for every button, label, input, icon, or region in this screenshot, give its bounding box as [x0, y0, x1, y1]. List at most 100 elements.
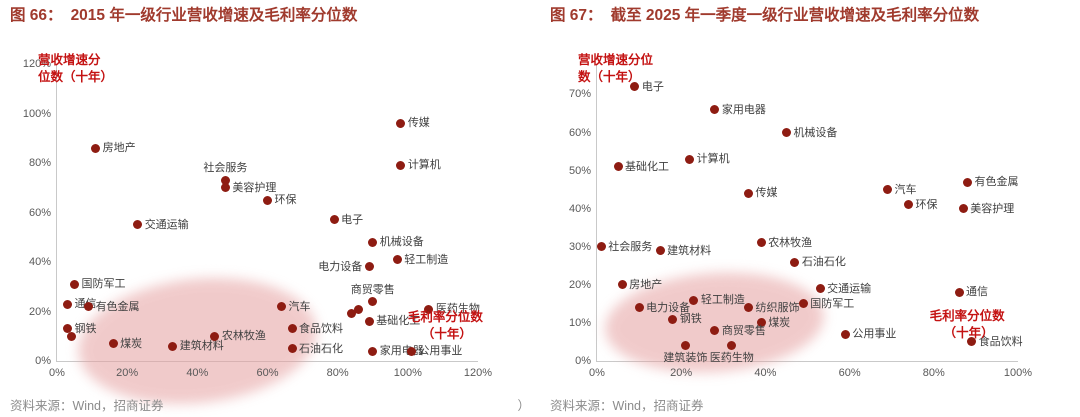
- data-point-label: 有色金属: [974, 176, 1019, 189]
- data-point-label: 煤炭: [768, 316, 791, 329]
- data-point-label: 电子: [341, 213, 364, 226]
- x-axis-tick-label: 60%: [838, 367, 861, 379]
- data-point-dot: [364, 316, 374, 326]
- y-axis-tick-label: 120%: [22, 58, 51, 70]
- data-point-label: 农林牧渔: [768, 236, 813, 249]
- data-point-dot: [368, 297, 378, 307]
- y-annotation-line: 营收增速分: [38, 53, 101, 67]
- data-point-label: 国防军工: [810, 297, 855, 310]
- x-annotation-line: 毛利率分位数: [929, 308, 1005, 323]
- data-point-dot: [882, 185, 892, 195]
- data-point-label: 纺织服饰: [755, 301, 800, 314]
- data-point-label: 建筑材料: [667, 244, 712, 257]
- data-point-dot: [668, 314, 678, 324]
- x-axis-tick-label: 0%: [49, 367, 65, 379]
- x-annotation-line: 毛利率分位数: [407, 310, 483, 325]
- data-point-dot: [840, 329, 850, 339]
- data-point-dot: [329, 215, 339, 225]
- data-point-dot: [680, 341, 690, 351]
- data-point-label: 汽车: [288, 300, 311, 313]
- y-axis-tick-label: 100%: [22, 107, 51, 120]
- data-point-label: 家用电器: [721, 103, 766, 116]
- data-point-dot: [347, 309, 357, 319]
- data-point-dot: [958, 204, 968, 214]
- data-point-label: 电力设备: [318, 260, 363, 273]
- data-point-dot: [634, 303, 644, 313]
- data-point-label: 公用事业: [852, 328, 897, 341]
- data-point-label: 机械设备: [379, 236, 424, 249]
- x-axis-annotation: 毛利率分位数 （十年）: [408, 309, 483, 343]
- data-point-dot: [368, 237, 378, 247]
- data-point-dot: [630, 82, 640, 92]
- x-axis-tick-label: 0%: [589, 367, 605, 379]
- x-axis-annotation: 毛利率分位数 （十年）: [930, 308, 1005, 342]
- data-point-label: 食品饮料: [978, 335, 1023, 348]
- data-point-label: 国防军工: [81, 278, 126, 291]
- y-axis-tick-label: 60%: [28, 206, 51, 219]
- y-axis-annotation: 营收增速分位数（十年）: [38, 52, 113, 86]
- x-axis-tick-label: 80%: [326, 367, 349, 379]
- source-text: 资料来源：Wind，招商证券: [10, 399, 164, 413]
- figure-66-number: 图 66：: [10, 7, 63, 24]
- data-point-label: 社会服务: [608, 240, 653, 253]
- data-point-label: 石油石化: [801, 256, 846, 268]
- x-axis-tick-label: 20%: [116, 367, 139, 379]
- data-point-label: 石油石化: [299, 342, 344, 355]
- x-axis-tick-label: 100%: [393, 367, 422, 379]
- data-point-dot: [798, 299, 808, 309]
- data-point-dot: [790, 257, 800, 267]
- data-point-label: 农林牧渔: [221, 330, 266, 343]
- data-point-label: 医药生物: [709, 351, 754, 364]
- data-point-label: 电力设备: [646, 301, 691, 314]
- data-point-dot: [967, 337, 977, 347]
- data-point-dot: [744, 188, 754, 198]
- x-axis-tick-label: 80%: [922, 367, 945, 379]
- data-point-dot: [904, 200, 914, 210]
- figure-66-source-row: 资料来源：Wind，招商证券 ）: [10, 395, 530, 414]
- data-point-label: 机械设备: [793, 126, 838, 139]
- x-annotation-line: （十年）: [943, 325, 994, 340]
- data-point-dot: [70, 279, 80, 289]
- data-point-label: 传媒: [755, 187, 778, 200]
- data-point-label: 钢铁: [74, 322, 97, 335]
- data-point-dot: [91, 143, 101, 153]
- data-point-dot: [220, 183, 230, 193]
- figure-67-title: 图 67： 截至 2025 年一季度一级行业营收增速及毛利率分位数: [550, 6, 1016, 50]
- data-point-dot: [613, 162, 623, 172]
- data-point-label: 房地产: [629, 278, 663, 291]
- data-point-dot: [277, 302, 287, 312]
- data-point-label: 美容护理: [232, 181, 277, 194]
- data-point-label: 基础化工: [376, 315, 421, 328]
- y-axis-tick-label: 70%: [568, 88, 591, 101]
- data-point-label: 煤炭: [120, 337, 143, 350]
- data-point-dot: [368, 346, 378, 356]
- y-axis-tick-label: 0%: [575, 355, 591, 367]
- data-point-label: 钢铁: [679, 313, 702, 326]
- data-point-dot: [815, 284, 825, 294]
- x-axis-tick-label: 20%: [670, 367, 693, 379]
- data-point-dot: [596, 242, 606, 252]
- x-axis-tick-label: 120%: [463, 367, 493, 379]
- figure-66-title: 图 66： 2015 年一级行业营收增速及毛利率分位数: [10, 6, 476, 50]
- data-point-dot: [66, 331, 76, 341]
- y-axis-tick-label: 20%: [28, 305, 51, 318]
- data-point-label: 美容护理: [970, 202, 1015, 215]
- data-point-label: 环保: [274, 194, 297, 207]
- y-annotation-line: 数（十年）: [578, 69, 641, 84]
- data-point-label: 医药生物: [435, 303, 480, 316]
- data-point-label: 通信: [966, 286, 989, 299]
- data-point-dot: [108, 339, 118, 349]
- data-point-label: 公用事业: [418, 345, 463, 358]
- data-point-label: 轻工制造: [404, 253, 449, 266]
- data-point-dot: [954, 287, 964, 297]
- data-point-label: 有色金属: [95, 300, 140, 313]
- figure-67-panel: 图 67： 截至 2025 年一季度一级行业营收增速及毛利率分位数 营收增速分位数…: [540, 0, 1080, 417]
- data-point-label: 电子: [641, 80, 664, 93]
- data-point-dot: [287, 344, 297, 354]
- y-axis-tick-label: 40%: [28, 256, 51, 268]
- data-point-dot: [655, 246, 665, 256]
- data-point-dot: [133, 220, 143, 230]
- y-axis-tick-label: 20%: [568, 278, 591, 291]
- data-point-dot: [781, 128, 791, 138]
- data-point-dot: [744, 303, 754, 313]
